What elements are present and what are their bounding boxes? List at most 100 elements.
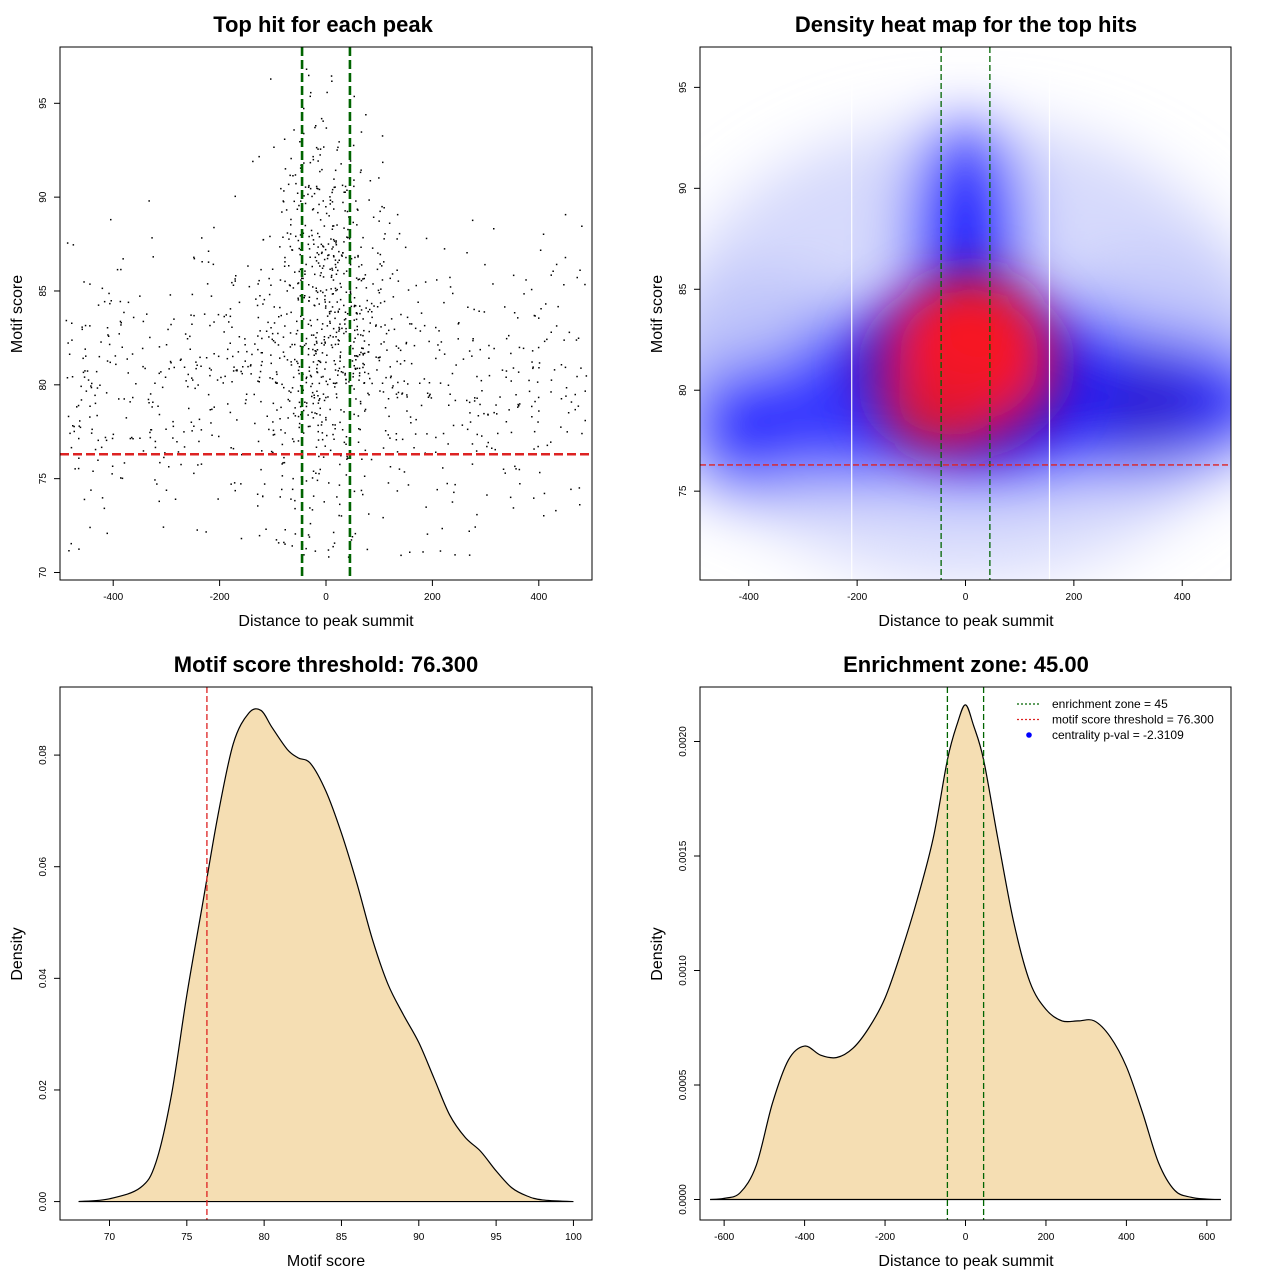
scatter-point xyxy=(343,441,346,444)
scatter-point xyxy=(315,185,318,188)
scatter-point xyxy=(471,463,474,465)
scatter-point xyxy=(234,195,236,198)
scatter-point xyxy=(331,80,333,82)
scatter-point xyxy=(322,393,325,395)
scatter-point xyxy=(462,358,465,360)
scatter-point xyxy=(425,506,427,508)
scatter-point xyxy=(305,377,307,380)
scatter-point xyxy=(131,353,134,355)
scatter-point xyxy=(324,248,327,251)
scatter-point xyxy=(307,323,310,325)
scatter-point xyxy=(354,256,356,259)
scatter-point xyxy=(262,303,264,305)
scatter-point xyxy=(250,364,252,366)
scatter-point xyxy=(324,298,326,301)
scatter-point xyxy=(299,384,302,387)
scatter-point xyxy=(311,209,314,211)
scatter-point xyxy=(491,447,493,449)
scatter-point xyxy=(437,344,439,346)
scatter-point xyxy=(99,384,101,386)
scatter-point xyxy=(347,457,349,459)
scatter-point xyxy=(297,297,299,299)
scatter-point xyxy=(289,332,292,334)
scatter-point xyxy=(213,226,215,229)
scatter-point xyxy=(322,276,325,278)
scatter-point xyxy=(210,295,213,297)
x-tick-label: -600 xyxy=(714,1232,734,1243)
scatter-point xyxy=(104,436,107,439)
scatter-point xyxy=(98,355,101,358)
panel-enrichment-zone-density: Enrichment zone: 45.00 -600 -400 -200 0 200 4… xyxy=(649,652,1232,1270)
scatter-point xyxy=(151,237,153,239)
scatter-point xyxy=(192,379,194,381)
scatter-point xyxy=(290,361,292,363)
scatter-point xyxy=(281,488,283,491)
scatter-point xyxy=(457,323,460,325)
scatter-point xyxy=(560,364,563,366)
scatter-point xyxy=(471,355,473,357)
scatter-point xyxy=(353,305,356,308)
scatter-point xyxy=(355,359,357,361)
scatter-point xyxy=(292,412,295,415)
scatter-point xyxy=(72,244,75,246)
scatter-point xyxy=(331,267,333,270)
scatter-point xyxy=(132,396,134,399)
scatter-point xyxy=(319,290,322,292)
scatter-point xyxy=(274,381,277,383)
panel-density-heatmap: Density heat map for the top hits -400 -2… xyxy=(649,12,1232,630)
scatter-point xyxy=(309,522,312,525)
scatter-point xyxy=(295,235,297,238)
scatter-point xyxy=(396,396,399,399)
scatter-point xyxy=(302,409,305,412)
scatter-point xyxy=(142,365,144,368)
scatter-point xyxy=(330,274,333,277)
scatter-point xyxy=(389,376,392,379)
scatter-point xyxy=(397,347,400,349)
scatter-point xyxy=(296,320,298,323)
scatter-point xyxy=(240,537,243,540)
scatter-point xyxy=(319,154,321,156)
scatter-point xyxy=(343,411,345,413)
scatter-point xyxy=(275,539,278,541)
scatter-point xyxy=(486,494,488,496)
scatter-point xyxy=(339,323,341,325)
scatter-point xyxy=(336,288,338,291)
scatter-point xyxy=(401,393,403,395)
scatter-point xyxy=(335,336,337,338)
scatter-point xyxy=(513,312,516,314)
scatter-point xyxy=(173,318,175,320)
scatter-point xyxy=(303,296,305,299)
scatter-point xyxy=(303,554,305,556)
scatter-point xyxy=(517,403,519,406)
scatter-point xyxy=(536,381,539,383)
scatter-point xyxy=(322,265,325,267)
scatter-point xyxy=(227,403,229,405)
scatter-point xyxy=(312,417,315,419)
scatter-point xyxy=(121,477,124,480)
scatter-point xyxy=(111,437,114,440)
scatter-point xyxy=(512,367,515,369)
scatter-point xyxy=(538,317,540,319)
scatter-point xyxy=(248,285,251,288)
scatter-point xyxy=(284,432,286,434)
scatter-point xyxy=(560,398,563,400)
scatter-point xyxy=(317,232,319,235)
scatter-point xyxy=(468,554,471,556)
scatter-point xyxy=(250,373,252,375)
x-tick-label: 0 xyxy=(963,592,969,603)
scatter-point xyxy=(313,304,315,306)
scatter-point xyxy=(391,387,394,389)
scatter-point xyxy=(308,296,311,298)
scatter-point xyxy=(277,344,280,346)
x-tick-label: 200 xyxy=(424,592,441,603)
scatter-point xyxy=(325,212,328,215)
scatter-point xyxy=(451,372,454,375)
scatter-point xyxy=(139,295,141,297)
scatter-point xyxy=(287,417,289,419)
scatter-point xyxy=(545,303,547,305)
scatter-point xyxy=(584,419,586,422)
scatter-point xyxy=(515,468,517,470)
scatter-point xyxy=(396,360,398,363)
scatter-point xyxy=(326,434,328,437)
scatter-point xyxy=(555,325,558,327)
